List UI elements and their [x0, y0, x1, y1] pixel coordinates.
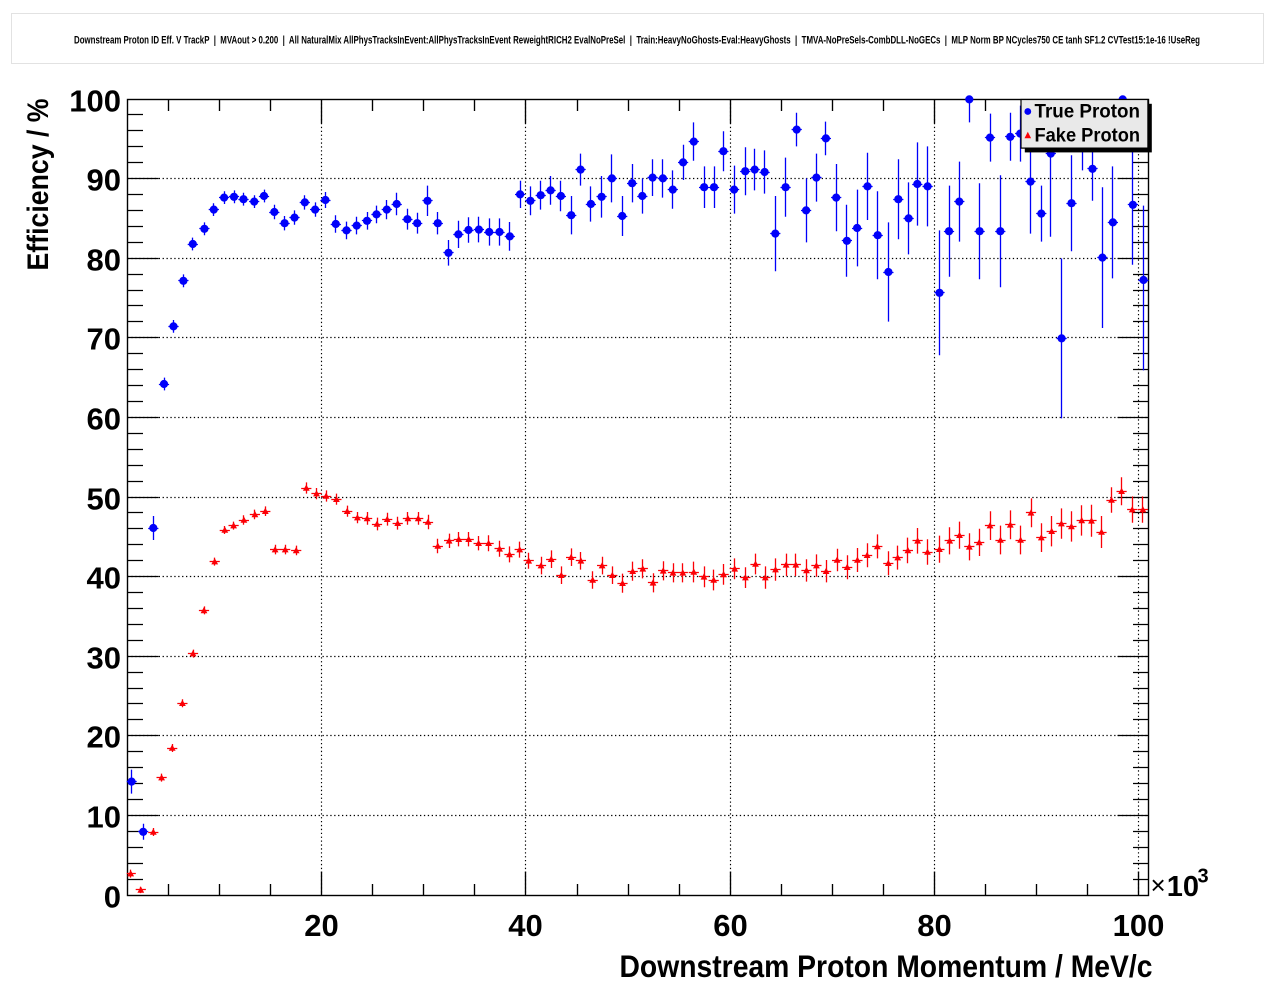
svg-text:True Proton: True Proton	[1035, 101, 1141, 123]
svg-text:40: 40	[87, 561, 121, 596]
svg-text:50: 50	[87, 482, 121, 517]
svg-text:100: 100	[69, 84, 121, 119]
svg-text:20: 20	[87, 720, 121, 755]
svg-text:10: 10	[1167, 871, 1199, 903]
svg-text:60: 60	[87, 402, 121, 437]
svg-text:Downstream Proton ID Eff. V Tr: Downstream Proton ID Eff. V TrackP | MVA…	[74, 35, 1200, 47]
svg-text:10: 10	[87, 800, 121, 835]
svg-text:90: 90	[87, 163, 121, 198]
svg-text:30: 30	[87, 641, 121, 676]
svg-text:60: 60	[713, 908, 747, 943]
svg-text:×: ×	[1151, 870, 1166, 900]
svg-text:3: 3	[1198, 866, 1209, 888]
svg-text:80: 80	[87, 243, 121, 278]
svg-text:Efficiency / %: Efficiency / %	[22, 99, 55, 271]
svg-text:70: 70	[87, 322, 121, 357]
svg-text:Fake Proton: Fake Proton	[1035, 125, 1141, 147]
svg-text:80: 80	[917, 908, 951, 943]
svg-text:100: 100	[1113, 908, 1165, 943]
svg-text:Downstream Proton Momentum / M: Downstream Proton Momentum / MeV/c	[620, 948, 1153, 984]
svg-text:40: 40	[508, 908, 542, 943]
svg-text:20: 20	[304, 908, 338, 943]
svg-text:0: 0	[104, 880, 121, 915]
